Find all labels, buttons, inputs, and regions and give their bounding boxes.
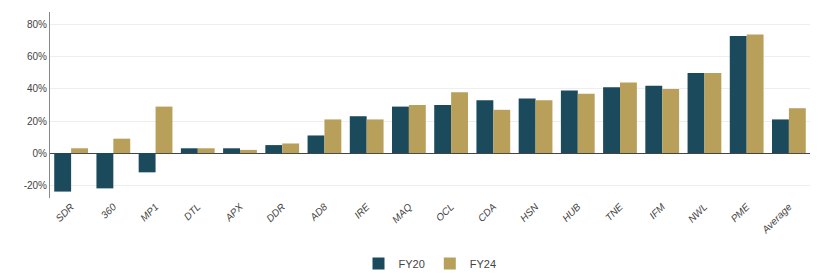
svg-text:MAQ: MAQ: [390, 201, 414, 225]
svg-text:DDR: DDR: [264, 201, 287, 224]
svg-text:FY24: FY24: [470, 258, 496, 270]
svg-text:40%: 40%: [27, 83, 47, 94]
svg-text:PME: PME: [729, 201, 752, 224]
svg-text:360: 360: [99, 201, 119, 221]
svg-text:APX: APX: [222, 201, 245, 224]
svg-text:CDA: CDA: [476, 201, 499, 224]
svg-text:HUB: HUB: [560, 201, 583, 224]
svg-text:HSN: HSN: [518, 201, 541, 224]
svg-text:MP1: MP1: [138, 201, 160, 223]
svg-text:AD8: AD8: [307, 201, 330, 224]
svg-text:IRE: IRE: [352, 201, 372, 221]
svg-text:NWL: NWL: [686, 201, 710, 225]
svg-text:FY20: FY20: [399, 258, 425, 270]
svg-text:-20%: -20%: [24, 180, 47, 191]
svg-text:80%: 80%: [27, 19, 47, 30]
svg-text:20%: 20%: [27, 116, 47, 127]
svg-text:DTL: DTL: [182, 201, 203, 222]
svg-text:OCL: OCL: [434, 201, 456, 223]
svg-text:IFM: IFM: [647, 201, 667, 221]
svg-text:60%: 60%: [27, 51, 47, 62]
svg-text:SDR: SDR: [53, 201, 76, 224]
svg-text:Average: Average: [759, 201, 794, 236]
svg-text:0%: 0%: [33, 148, 48, 159]
svg-text:TNE: TNE: [603, 201, 625, 223]
